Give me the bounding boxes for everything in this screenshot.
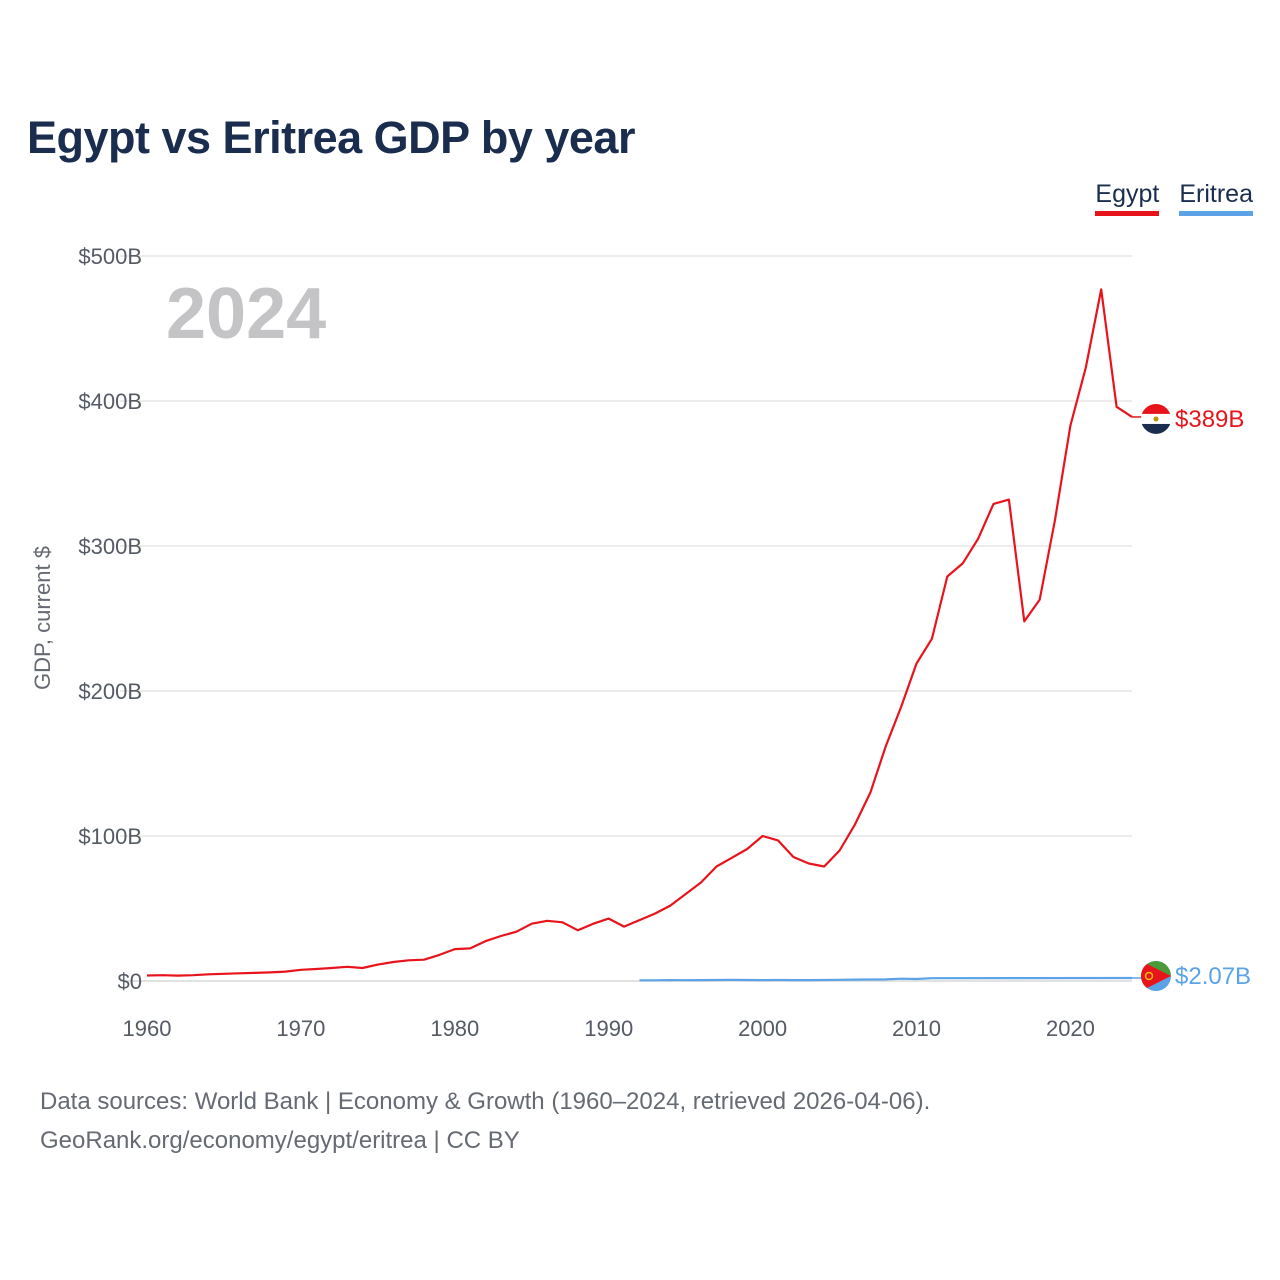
legend-item-eritrea[interactable]: Eritrea bbox=[1179, 180, 1253, 216]
x-tick-label: 2020 bbox=[1046, 1016, 1095, 1041]
eritrea-end-value: $2.07B bbox=[1175, 963, 1251, 990]
chart-series bbox=[146, 288, 1142, 982]
y-axis-ticks: $0 $100B $200B $300B $400B $500B bbox=[78, 244, 142, 994]
x-axis-ticks: 1960 1970 1980 1990 2000 2010 2020 bbox=[123, 1016, 1095, 1041]
y-tick-label: $200B bbox=[78, 679, 142, 704]
series-end-labels: $389B $2.07B bbox=[1175, 406, 1251, 990]
y-tick-label: $300B bbox=[78, 534, 142, 559]
x-tick-label: 1980 bbox=[430, 1016, 479, 1041]
y-axis-label: GDP, current $ bbox=[30, 546, 55, 690]
x-tick-label: 2000 bbox=[738, 1016, 787, 1041]
series-line-egypt[interactable] bbox=[146, 288, 1133, 977]
y-tick-label: $100B bbox=[78, 824, 142, 849]
series-end-markers bbox=[1141, 403, 1171, 991]
source-note: Data sources: World Bank | Economy & Gro… bbox=[40, 1082, 930, 1160]
source-line-1: Data sources: World Bank | Economy & Gro… bbox=[40, 1088, 931, 1115]
x-tick-label: 1990 bbox=[584, 1016, 633, 1041]
legend-item-egypt[interactable]: Egypt bbox=[1095, 180, 1160, 216]
year-watermark: 2024 bbox=[166, 274, 326, 354]
page-title: Egypt vs Eritrea GDP by year bbox=[27, 112, 635, 163]
y-tick-label: $0 bbox=[118, 969, 142, 994]
chart-legend: Egypt Eritrea bbox=[1095, 180, 1253, 216]
gdp-line-chart: $0 $100B $200B $300B $400B $500B 1960 1970 1980… bbox=[30, 244, 1251, 1041]
eritrea-flag-icon bbox=[1141, 960, 1171, 991]
y-tick-label: $500B bbox=[78, 244, 142, 269]
x-tick-label: 2010 bbox=[892, 1016, 941, 1041]
y-tick-label: $400B bbox=[78, 389, 142, 414]
chart-gridlines bbox=[120, 255, 1132, 982]
x-tick-label: 1970 bbox=[276, 1016, 325, 1041]
source-line-2[interactable]: GeoRank.org/economy/egypt/eritrea | CC B… bbox=[40, 1127, 520, 1154]
egypt-flag-icon bbox=[1141, 403, 1171, 434]
series-line-eritrea[interactable] bbox=[639, 976, 1133, 982]
egypt-end-value: $389B bbox=[1175, 406, 1244, 433]
x-tick-label: 1960 bbox=[123, 1016, 172, 1041]
